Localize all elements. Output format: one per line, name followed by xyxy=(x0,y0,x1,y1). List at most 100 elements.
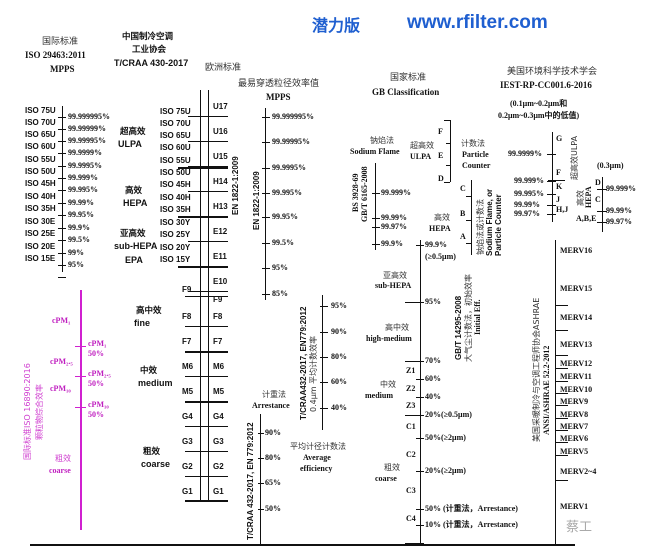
gb-rot: 大气尘计数法，初始效率 xyxy=(464,274,473,362)
arrestance-value: 90% xyxy=(265,428,281,437)
iest-hepa-class: C xyxy=(595,195,601,204)
mpps-rot-label: EN 1822-1:2009 xyxy=(252,171,261,230)
gb-coarse-en: coarse xyxy=(375,474,397,483)
tick-line xyxy=(258,458,264,460)
mpps-value: 99.5% xyxy=(272,238,294,247)
tick-line xyxy=(547,154,556,156)
tick-line xyxy=(372,244,380,246)
en779-class: G4 xyxy=(213,412,224,421)
iso29463-class: ISO 25E xyxy=(25,229,56,238)
tick-line xyxy=(58,277,66,279)
gb-sodium-rot: BS 3928-69 xyxy=(351,173,360,212)
iso16890-group: cPM₁ xyxy=(52,316,71,325)
mpps-value: 99.9995% xyxy=(272,163,306,172)
tcraa430-class: ISO 30Y xyxy=(160,218,191,227)
gb-c-class: C1 xyxy=(406,422,416,431)
gb-hepa-rot: 钠焰法或计数法 xyxy=(476,199,485,255)
iso29463-value: 99.9% xyxy=(68,223,90,232)
iest-ulpa-value: 99.99% xyxy=(514,200,540,209)
tick-line xyxy=(597,189,607,191)
gb-sodium-en: Sodium Flame xyxy=(350,147,400,156)
tick-line xyxy=(262,217,270,219)
gb-value: 99.9% xyxy=(425,240,447,249)
tcraa430-class: ISO 35H xyxy=(160,205,191,214)
average-method-en: Average xyxy=(303,453,331,462)
iso29463-class: ISO 75U xyxy=(25,106,56,115)
gb-title-cn: 国家标准 xyxy=(390,73,427,83)
group-en: coarse xyxy=(141,459,171,469)
gb-ulpa-class: D xyxy=(438,174,444,183)
tick-line xyxy=(262,168,270,170)
iest-note: (0.1μm~0.2μm和 xyxy=(510,99,568,108)
iso29463-class: ISO 50U xyxy=(25,167,56,176)
ashrae-class: MERV9 xyxy=(560,397,589,406)
gb-hepa-rot: Sodium Flame, or xyxy=(485,188,494,256)
tick-line xyxy=(405,543,424,545)
mpps-value: 99.995% xyxy=(272,188,302,197)
ashrae-class: MERV1 xyxy=(560,502,589,511)
tcraa430-class: ISO 25Y xyxy=(160,230,191,239)
iest-ulpa-value: 99.995% xyxy=(514,189,544,198)
iso29463-class: ISO 55U xyxy=(25,155,56,164)
iest-hepa-note: (0.3μm) xyxy=(597,161,624,170)
iest-title: IEST-RP-CC001.6-2016 xyxy=(500,80,592,90)
tick-line xyxy=(547,214,556,216)
average-rot-label-2: 0.4μm 平均计数效率 xyxy=(309,335,318,412)
tick-line xyxy=(555,393,568,394)
gb-hepa-class: C xyxy=(460,184,466,193)
axis-line xyxy=(200,90,202,500)
iso29463-value: 99.99995% xyxy=(68,136,106,145)
tick-line xyxy=(555,430,568,431)
iso29463-class: ISO 30E xyxy=(25,217,56,226)
tick-line xyxy=(262,294,270,296)
gb-sodium-cn: 钠焰法 xyxy=(370,136,394,145)
tick-line xyxy=(58,153,66,155)
iest-ulpa-class: H,J xyxy=(556,205,569,214)
iso29463-value: 99.999% xyxy=(68,173,98,182)
ashrae-class: MERV16 xyxy=(560,246,593,255)
average-value: 95% xyxy=(331,301,347,310)
tick-line xyxy=(405,302,424,304)
gb-sodium-value: 99.999% xyxy=(381,188,411,197)
tcraa430-fine-class: F9 xyxy=(182,285,192,294)
tcraa430-fine-class: M6 xyxy=(182,362,194,371)
arrestance-rot-label: T/CRAA 432-2017, EN 779:2012 xyxy=(246,422,255,540)
ashrae-rot: ANSI/ASHRAE 52.2-2012 xyxy=(542,345,551,435)
tcraa430-class: ISO 50U xyxy=(160,168,191,177)
tick-line xyxy=(58,203,66,205)
en1822-class: H13 xyxy=(213,202,228,211)
iso29463-class: ISO 40H xyxy=(25,192,56,201)
gb-value: (≥0.5μm) xyxy=(425,252,456,261)
iso16890-coarse-en: coarse xyxy=(49,466,71,475)
gb-value: 20%(≥2μm) xyxy=(425,466,466,475)
arrestance-value: 80% xyxy=(265,453,281,462)
tick-line xyxy=(258,433,264,435)
tcraa430-fine-class: G4 xyxy=(182,412,193,421)
tick-line xyxy=(416,245,424,247)
tick-line xyxy=(185,401,228,403)
tick-line xyxy=(75,346,86,348)
iso29463-class: ISO 20E xyxy=(25,242,56,251)
iest-hepa-value: 99.999% xyxy=(606,184,636,193)
axis-line xyxy=(208,90,210,500)
tick-line xyxy=(466,220,471,222)
tcraa430-title-1: 中国制冷空调 xyxy=(122,32,174,42)
iso16890-group: cPM₂.₅ xyxy=(50,357,73,366)
tick-line xyxy=(58,228,66,230)
tick-line xyxy=(466,243,471,245)
tick-line xyxy=(185,326,228,327)
en1822-rot-label: EN 1822-1:2009 xyxy=(231,156,240,215)
en1822-class: E10 xyxy=(213,277,228,286)
gb-sodium-rot: GB/T 6165-2008 xyxy=(360,166,369,222)
mpps-value: 95% xyxy=(272,263,288,272)
gb-counter-cn: 计数法 xyxy=(461,139,485,148)
gb-rot: GB/T 14295-2008 xyxy=(454,295,463,360)
average-rot-label-1: T/CRAA432-2017, EN779:2012 xyxy=(299,306,308,420)
en1822-class: U16 xyxy=(213,127,228,136)
tick-line xyxy=(178,167,228,169)
axis-line xyxy=(260,414,262,545)
iest-ulpa-value: 99.999% xyxy=(514,176,544,185)
tcraa430-class: ISO 75U xyxy=(160,107,191,116)
tcraa430-title-2: 工业协会 xyxy=(132,45,167,55)
gb-counter-en: Particle xyxy=(462,150,489,159)
